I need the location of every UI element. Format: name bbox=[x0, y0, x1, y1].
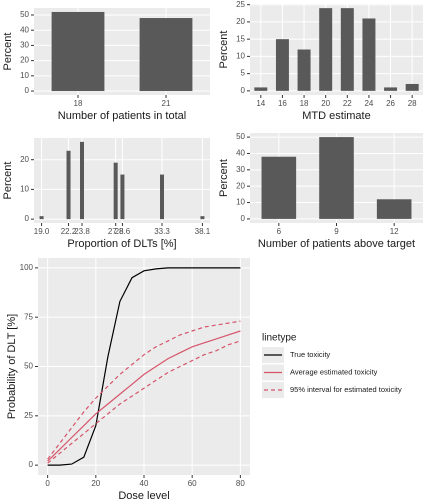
x-tick-label: 33.3 bbox=[154, 227, 170, 236]
x-tick-label: 21 bbox=[162, 99, 171, 108]
y-tick-label: 20 bbox=[20, 56, 29, 65]
legend-title: linetype bbox=[262, 333, 297, 344]
bar bbox=[113, 162, 118, 220]
bar bbox=[39, 216, 44, 220]
x-tick-label: 27.8 bbox=[108, 227, 124, 236]
line bbox=[47, 330, 241, 462]
x-tick-label: 60 bbox=[188, 479, 197, 488]
bar bbox=[384, 87, 398, 91]
y-tick-label: 20 bbox=[236, 17, 245, 26]
x-tick-label: 22 bbox=[343, 99, 352, 108]
y-tick-label: 40 bbox=[236, 149, 245, 158]
y-axis-title: Probability of DLT [%] bbox=[6, 314, 18, 419]
y-tick-label: 25 bbox=[236, 0, 245, 9]
y-tick-label: 10 bbox=[20, 185, 29, 194]
y-tick-label: 5 bbox=[241, 69, 246, 78]
line bbox=[47, 340, 241, 464]
y-tick-label: 0 bbox=[25, 86, 30, 95]
x-tick-label: 80 bbox=[236, 479, 245, 488]
y-tick-label: 0 bbox=[25, 214, 30, 223]
bar bbox=[340, 8, 354, 91]
y-tick-label: 40 bbox=[20, 25, 29, 34]
y-tick-label: 0 bbox=[29, 460, 34, 469]
bar bbox=[66, 150, 71, 220]
x-tick-label: 18 bbox=[300, 99, 309, 108]
y-tick-label: 75 bbox=[24, 312, 33, 321]
x-tick-label: 9 bbox=[334, 227, 339, 236]
x-tick-label: 24 bbox=[364, 99, 373, 108]
x-tick-label: 28.6 bbox=[115, 227, 131, 236]
x-tick-label: 26 bbox=[386, 99, 395, 108]
bar bbox=[261, 156, 297, 219]
bar bbox=[120, 174, 125, 220]
bar bbox=[200, 216, 205, 220]
y-tick-label: 50 bbox=[24, 362, 33, 371]
x-tick-label: 20 bbox=[91, 479, 100, 488]
y-tick-label: 15 bbox=[236, 34, 245, 43]
x-tick-label: 16 bbox=[278, 99, 287, 108]
x-tick-label: 19.0 bbox=[34, 227, 50, 236]
y-tick-label: 50 bbox=[20, 10, 29, 19]
x-tick-label: 23.8 bbox=[74, 227, 90, 236]
y-tick-label: 30 bbox=[20, 41, 29, 50]
x-axis-title: Number of patients in total bbox=[58, 110, 186, 122]
y-axis-title: Percent bbox=[218, 31, 230, 69]
y-tick-label: 25 bbox=[24, 411, 33, 420]
y-tick-label: 10 bbox=[236, 52, 245, 61]
bar bbox=[80, 141, 84, 220]
bar bbox=[51, 11, 105, 92]
y-tick-label: 0 bbox=[241, 214, 246, 223]
y-tick-label: 10 bbox=[236, 198, 245, 207]
bar bbox=[405, 83, 419, 91]
y-tick-label: 20 bbox=[20, 155, 29, 164]
x-tick-label: 14 bbox=[256, 99, 265, 108]
y-axis-title: Percent bbox=[218, 159, 230, 197]
y-tick-label: 10 bbox=[20, 71, 29, 80]
x-axis-title: Proportion of DLTs [%] bbox=[67, 238, 176, 250]
x-tick-label: 18 bbox=[74, 99, 83, 108]
x-tick-label: 20 bbox=[321, 99, 330, 108]
bar bbox=[139, 18, 193, 92]
x-axis-title: Number of patients above target bbox=[258, 238, 415, 250]
y-axis-title: Percent bbox=[2, 33, 14, 71]
x-tick-label: 6 bbox=[277, 227, 282, 236]
x-axis-title: Dose level bbox=[118, 490, 169, 502]
bar bbox=[376, 199, 412, 219]
x-tick-label: 38.1 bbox=[195, 227, 211, 236]
legend-label: Average estimated toxicity bbox=[290, 367, 378, 376]
bar bbox=[160, 174, 164, 220]
x-tick-label: 28 bbox=[408, 99, 417, 108]
y-tick-label: 50 bbox=[236, 132, 245, 141]
y-tick-label: 0 bbox=[241, 86, 246, 95]
x-tick-label: 0 bbox=[45, 479, 50, 488]
y-tick-label: 20 bbox=[236, 181, 245, 190]
bar bbox=[254, 87, 268, 91]
x-tick-label: 40 bbox=[140, 479, 149, 488]
bar bbox=[297, 49, 311, 91]
legend-label: True toxicity bbox=[290, 350, 330, 359]
y-tick-label: 100 bbox=[20, 263, 34, 272]
bar bbox=[319, 8, 333, 91]
bar bbox=[275, 39, 289, 91]
line bbox=[47, 320, 241, 460]
bar bbox=[362, 18, 376, 91]
x-axis-title: MTD estimate bbox=[302, 110, 370, 122]
line bbox=[47, 267, 241, 466]
x-tick-label: 12 bbox=[390, 227, 399, 236]
y-axis-title: Percent bbox=[2, 162, 14, 200]
legend-label: 95% interval for estimated toxicity bbox=[290, 385, 402, 394]
bar bbox=[319, 137, 354, 219]
y-tick-label: 30 bbox=[236, 165, 245, 174]
x-tick-label: 22.2 bbox=[61, 227, 77, 236]
